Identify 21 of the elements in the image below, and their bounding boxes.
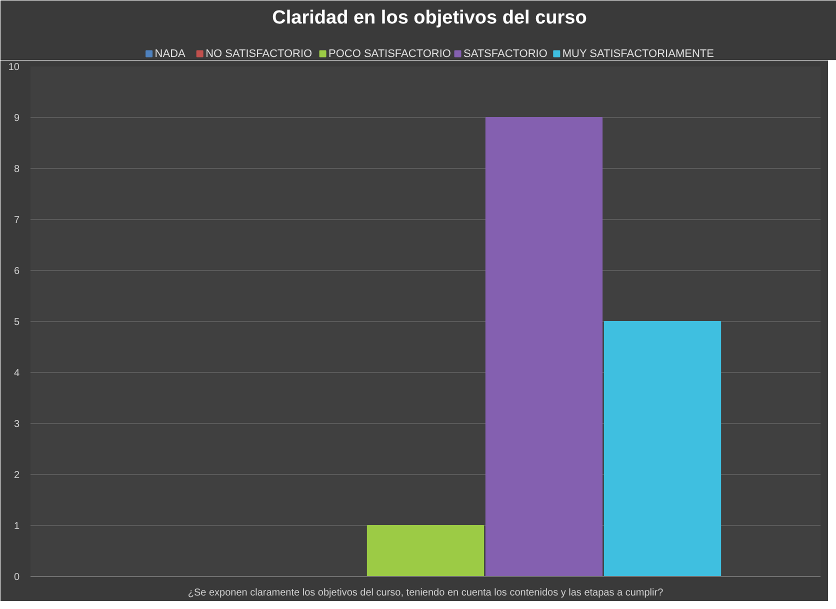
y-tick-label: 4 bbox=[14, 368, 20, 379]
y-tick-label: 6 bbox=[14, 266, 20, 277]
y-tick-label: 8 bbox=[14, 164, 20, 175]
bar bbox=[485, 117, 603, 576]
legend-label: MUY SATISFACTORIAMENTE bbox=[562, 48, 714, 60]
legend-label: POCO SATISFACTORIO bbox=[328, 48, 452, 60]
legend-label: NO SATISFACTORIO bbox=[206, 48, 313, 60]
x-tick-label: ¿Se exponen claramente los objetivos del curso, teniendo en cuenta los contenidos y las etapas a cumplir? bbox=[188, 588, 664, 598]
y-tick-label: 2 bbox=[14, 470, 20, 481]
y-tick-label: 0 bbox=[14, 572, 20, 583]
legend-label: NADA bbox=[154, 48, 186, 60]
chart-title: Claridad en los objetivos del curso bbox=[272, 8, 587, 28]
bar bbox=[604, 321, 722, 576]
y-tick-label: 5 bbox=[14, 317, 20, 328]
y-tick-label: 1 bbox=[14, 521, 20, 532]
y-tick-label: 7 bbox=[14, 215, 20, 226]
legend-label: SATSFACTORIO bbox=[463, 48, 548, 60]
bar bbox=[366, 525, 484, 576]
y-tick-label: 10 bbox=[8, 62, 20, 73]
y-tick-label: 9 bbox=[14, 113, 20, 124]
y-tick-label: 3 bbox=[14, 419, 20, 430]
